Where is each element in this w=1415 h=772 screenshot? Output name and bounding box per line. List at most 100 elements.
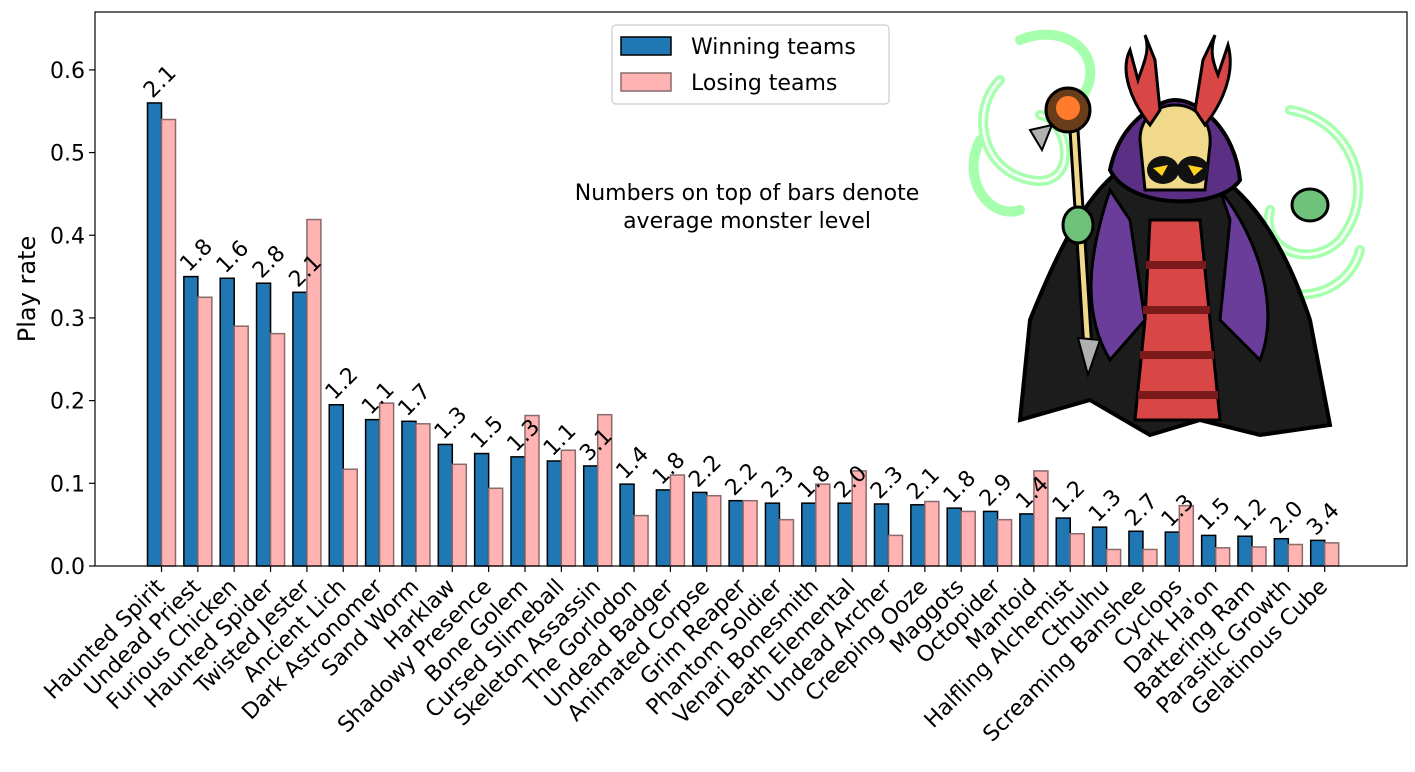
bar-winning-5 [328, 404, 344, 567]
bar-level-label-22: 1.8 [939, 466, 981, 508]
bar-winning-1 [183, 275, 199, 567]
bar-losing-7 [415, 423, 431, 567]
bar-winning-22 [946, 507, 962, 567]
bar-winning-16 [728, 499, 744, 567]
bar-winning-15 [692, 491, 708, 567]
bar-level-label-17: 2.3 [757, 461, 799, 503]
bar-winning-13 [619, 483, 635, 567]
red-scarf [1133, 218, 1222, 422]
y-tick-label-0: 0.0 [50, 555, 85, 580]
bar-level-label-7: 1.7 [394, 379, 436, 421]
bar-level-label-20: 2.3 [866, 462, 908, 504]
bar-winning-0 [146, 102, 163, 567]
legend-box [611, 24, 890, 105]
bar-winning-21 [910, 504, 926, 567]
bar-level-label-29: 1.5 [1193, 493, 1235, 535]
bar-winning-10 [510, 456, 526, 567]
bar-level-label-15: 2.2 [684, 450, 726, 492]
legend-label-1: Losing teams [691, 71, 837, 96]
plot-frame [94, 11, 1408, 567]
bar-winning-30 [1237, 535, 1253, 567]
legend-label-0: Winning teams [691, 35, 856, 60]
y-tick-label-2: 0.2 [50, 390, 85, 415]
bar-winning-29 [1200, 534, 1217, 567]
bar-losing-31 [1287, 543, 1304, 567]
bar-level-label-0: 2.1 [139, 61, 181, 103]
bar-losing-27 [1142, 548, 1158, 567]
bar-losing-2 [233, 325, 249, 567]
legend: Winning teams Losing teams [611, 24, 890, 105]
bar-losing-23 [996, 518, 1013, 567]
bar-losing-30 [1251, 546, 1267, 567]
bar-level-label-9: 1.5 [466, 411, 508, 453]
y-axis-label: Play rate [13, 236, 41, 342]
bar-losing-9 [487, 487, 504, 567]
bar-losing-13 [633, 514, 649, 567]
bar-winning-8 [437, 443, 454, 567]
bar-winning-19 [837, 502, 853, 567]
bar-losing-14 [669, 474, 686, 567]
bar-winning-11 [546, 460, 563, 567]
legend-swatch-0 [620, 36, 672, 56]
bar-winning-4 [292, 291, 308, 567]
bar-winning-7 [401, 420, 417, 567]
bar-winning-14 [655, 489, 672, 567]
bar-losing-17 [778, 518, 795, 567]
bar-winning-25 [1055, 517, 1071, 567]
bar-winning-18 [801, 502, 817, 567]
bar-winning-28 [1164, 531, 1181, 567]
bar-losing-8 [451, 463, 468, 567]
bar-losing-21 [924, 500, 940, 567]
annotation-line-1: average monster level [623, 209, 871, 234]
bar-losing-6 [378, 402, 395, 567]
bar-winning-26 [1091, 526, 1108, 567]
bar-winning-24 [1019, 513, 1035, 567]
bar-winning-32 [1309, 539, 1326, 567]
bar-level-label-25: 1.2 [1048, 476, 1090, 518]
bar-losing-11 [560, 449, 577, 567]
bar-level-label-8: 1.3 [430, 402, 472, 444]
bar-winning-31 [1273, 537, 1290, 567]
bar-winning-2 [219, 277, 235, 567]
bar-losing-0 [160, 118, 177, 567]
bar-losing-16 [742, 499, 758, 567]
y-tick-label-5: 0.5 [50, 142, 85, 167]
bar-losing-26 [1105, 548, 1122, 567]
bar-level-label-2: 1.6 [212, 236, 254, 278]
bar-winning-6 [364, 418, 381, 567]
bar-winning-12 [582, 465, 599, 567]
bar-losing-15 [706, 494, 722, 567]
bar-winning-9 [473, 452, 490, 567]
bar-losing-3 [269, 332, 286, 567]
bar-level-label-26: 1.3 [1084, 485, 1126, 527]
bar-level-label-16: 2.2 [721, 458, 763, 500]
y-tick-label-6: 0.6 [50, 59, 85, 84]
bar-level-label-32: 3.4 [1302, 498, 1344, 540]
bar-level-label-27: 2.7 [1121, 489, 1163, 531]
bar-level-label-1: 1.8 [175, 234, 217, 276]
bar-winning-27 [1128, 530, 1144, 567]
bar-winning-3 [255, 282, 272, 567]
bar-level-label-21: 2.1 [902, 463, 944, 505]
bar-winning-23 [982, 510, 999, 567]
y-tick-label-3: 0.3 [50, 307, 85, 332]
y-tick-label-4: 0.4 [50, 224, 85, 249]
bar-losing-5 [342, 468, 358, 567]
bar-level-label-13: 1.4 [612, 442, 654, 484]
annotation-line-0: Numbers on top of bars denote [575, 181, 919, 206]
legend-swatch-1 [620, 72, 672, 92]
bar-losing-32 [1323, 542, 1340, 567]
bar-level-label-5: 1.2 [321, 363, 363, 405]
y-tick-label-1: 0.1 [50, 472, 85, 497]
bar-losing-22 [960, 510, 976, 567]
bar-winning-20 [873, 503, 890, 567]
lich-mage-illustration [968, 29, 1365, 438]
bar-level-label-3: 2.8 [248, 241, 290, 283]
bar-losing-20 [887, 534, 904, 567]
bar-losing-1 [197, 296, 213, 567]
bar-losing-25 [1069, 533, 1085, 567]
bar-winning-17 [764, 502, 781, 567]
bar-level-label-23: 2.9 [975, 469, 1017, 511]
bar-losing-29 [1214, 547, 1231, 567]
